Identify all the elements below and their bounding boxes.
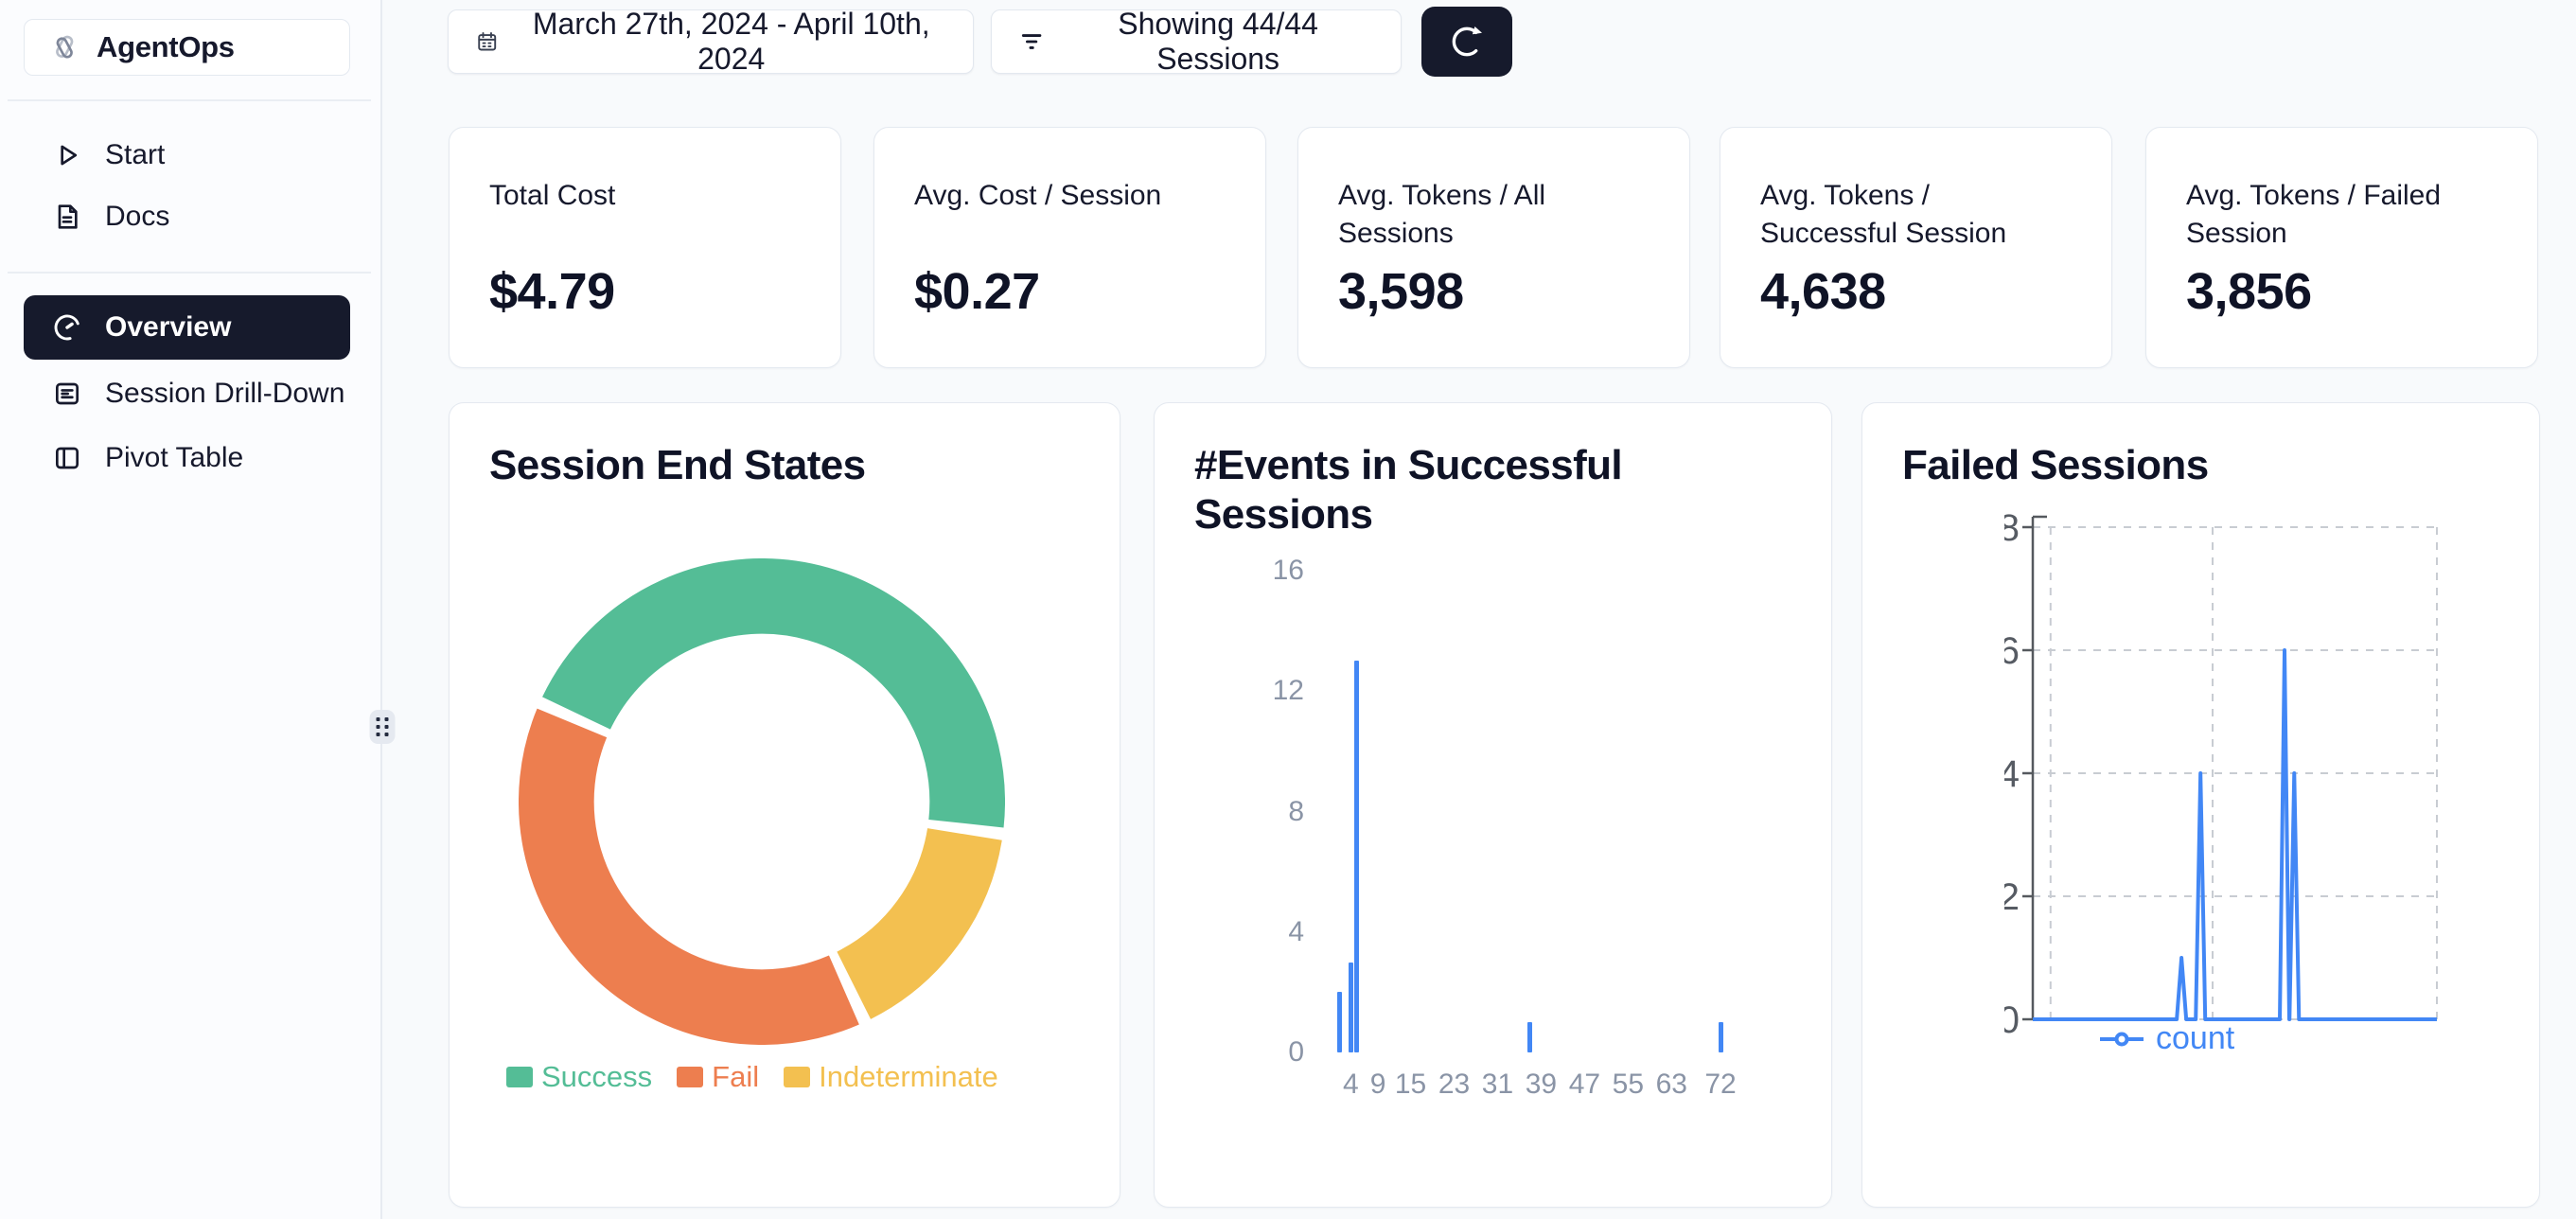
failed-sessions-card: Failed Sessions 0 2 4 6 8 count [1861,402,2540,1208]
session-filter-button[interactable]: Showing 44/44 Sessions [991,7,1402,76]
histogram-bar [1353,661,1359,1052]
sidebar-divider [8,99,371,101]
y-axis-tick-label: 12 [1272,675,1304,707]
line-series-marker-icon [2100,1032,2144,1046]
count-legend-label: count [2156,1020,2235,1056]
count-line-series [2033,648,2437,1021]
y-axis-tick-label: 4 [1288,915,1304,947]
y-axis-tick-label: 4 [2004,753,2020,795]
histogram-bar [1718,1022,1723,1052]
y-axis-tick-label: 6 [2004,630,2020,672]
stat-value: 3,598 [1338,263,1464,320]
stat-label: Avg. Tokens / Successful Session [1760,180,2007,249]
x-axis-tick-label: 31 [1481,1069,1514,1100]
refresh-icon [1452,26,1482,57]
session-end-states-card: Session End States Success Fail Indeterm… [449,402,1120,1208]
failed-sessions-line-chart: 0 2 4 6 8 [2004,507,2438,1041]
legend-label: Indeterminate [819,1060,998,1093]
list-detail-icon [56,382,79,405]
stat-value: 4,638 [1760,263,1886,320]
stat-card-avg-tokens-all: Avg. Tokens / All Sessions 3,598 [1297,127,1690,368]
histogram-bar [1527,1022,1533,1052]
events-in-successful-sessions-card: #Events in Successful Sessions 0 4 8 12 16 4 9… [1154,402,1832,1208]
sidebar-item-docs[interactable]: Docs [24,189,350,244]
legend-swatch-indeterminate [784,1067,811,1087]
y-axis-tick-label: 8 [2004,507,2020,549]
stat-card-total-cost: Total Cost $4.79 [449,127,841,368]
donut-segment-fail[interactable] [519,708,859,1045]
play-icon [61,145,78,166]
x-axis-tick-label: 23 [1438,1069,1471,1100]
legend-item-success[interactable]: Success [506,1060,652,1094]
agentops-paperclip-icon [56,35,74,59]
stat-value: 3,856 [2186,263,2312,320]
x-axis-tick-label: 72 [1704,1069,1737,1100]
logo-text: AgentOps [97,30,235,63]
sidebar-item-label: Session Drill-Down [105,378,345,409]
stat-value: $4.79 [489,263,615,320]
sidebar-item-overview[interactable]: Overview [24,295,350,360]
stat-card-avg-cost-session: Avg. Cost / Session $0.27 [873,127,1266,368]
refresh-button[interactable] [1421,7,1512,77]
histogram-bar [1337,992,1343,1052]
sidebar-resize-handle[interactable] [369,710,396,744]
date-range-label: March 27th, 2024 - April 10th, 2024 [532,7,930,76]
stat-value: $0.27 [914,263,1040,320]
sidebar-item-start[interactable]: Start [24,128,350,183]
stat-card-avg-tokens-failed: Avg. Tokens / Failed Session 3,856 [2145,127,2538,368]
sidebar-item-pivot-table[interactable]: Pivot Table [24,431,350,486]
x-axis-tick-label: 4 [1343,1069,1359,1100]
donut-segment-indeterminate[interactable] [836,827,1002,1019]
x-axis-tick-label: 9 [1369,1069,1386,1100]
y-axis-tick-label: 16 [1272,555,1304,586]
date-range-button[interactable]: March 27th, 2024 - April 10th, 2024 [448,7,974,76]
x-axis-tick-label: 47 [1568,1069,1601,1100]
legend-item-indeterminate[interactable]: Indeterminate [784,1060,998,1094]
legend-label: Success [541,1060,653,1093]
legend-label: Fail [712,1060,760,1093]
y-axis-tick-label: 2 [2004,876,2020,918]
chart-title: Failed Sessions [1902,442,2209,488]
sidebar-item-label: Docs [105,201,170,232]
legend-swatch-fail [677,1067,704,1087]
histogram-bar [1348,962,1353,1052]
grip-dots-icon [376,717,389,736]
y-axis-tick-label: 8 [1288,795,1304,827]
stat-label: Avg. Cost / Session [914,180,1162,211]
sidebar-item-label: Pivot Table [105,442,244,473]
x-axis-tick-label: 55 [1612,1069,1645,1100]
x-axis-tick-label: 63 [1655,1069,1687,1100]
document-icon [58,204,78,229]
sidebar-item-session-drill-down[interactable]: Session Drill-Down [24,366,350,421]
sidebar-divider [8,272,371,274]
sidebar-item-label: Overview [105,311,232,343]
session-end-states-donut [519,558,1005,1045]
calendar-icon [478,32,497,51]
chart-title: #Events in Successful Sessions [1194,442,1623,538]
gauge-icon [54,314,79,341]
x-axis-tick-label: 39 [1525,1069,1558,1100]
count-legend-item[interactable]: count [2099,1020,2234,1057]
donut-legend: Success Fail Indeterminate [506,1060,998,1094]
sidebar: AgentOps Start Docs Overview [0,0,382,1219]
stat-label: Avg. Tokens / Failed Session [2186,180,2442,249]
legend-swatch-success [506,1067,533,1087]
x-axis-tick-label: 15 [1394,1069,1427,1100]
y-axis-tick-label: 0 [2004,999,2020,1041]
stat-label: Avg. Tokens / All Sessions [1338,180,1546,249]
stat-card-avg-tokens-successful: Avg. Tokens / Successful Session 4,638 [1720,127,2112,368]
filter-icon [1021,34,1042,49]
stat-label: Total Cost [489,180,616,211]
panel-left-icon [56,447,79,469]
chart-title: Session End States [489,442,866,488]
donut-segment-success[interactable] [542,558,1005,828]
legend-item-fail[interactable]: Fail [677,1060,759,1094]
y-axis-tick-label: 0 [1288,1036,1304,1068]
logo[interactable]: AgentOps [24,19,350,76]
session-filter-label: Showing 44/44 Sessions [1118,7,1318,76]
sidebar-item-label: Start [105,139,166,170]
